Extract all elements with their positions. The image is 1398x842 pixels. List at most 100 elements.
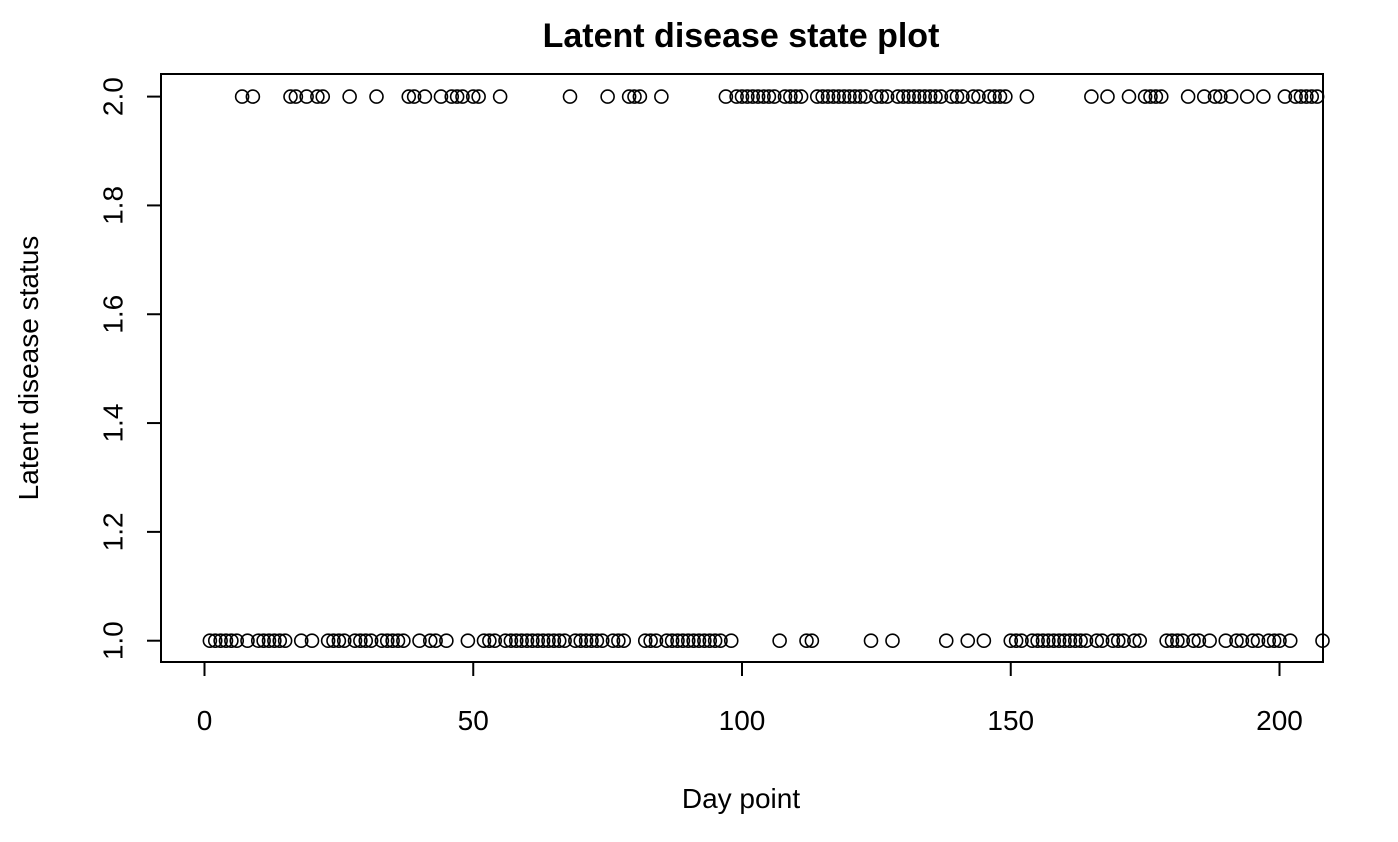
scatter-point (621, 89, 637, 104)
scatter-point (890, 89, 906, 104)
scatter-point (611, 633, 626, 649)
scatter-point (250, 633, 266, 649)
scatter-point (1019, 89, 1035, 104)
scatter-point (385, 633, 400, 649)
scatter-point (267, 633, 282, 649)
scatter-point (455, 89, 470, 104)
scatter-point (379, 633, 395, 649)
scatter-point (1148, 89, 1164, 104)
scatter-point (637, 633, 653, 649)
scatter-point (525, 633, 540, 649)
scatter-point (632, 89, 648, 104)
scatter-point (471, 89, 486, 104)
scatter-point (702, 633, 718, 649)
scatter-point (664, 633, 680, 649)
scatter-point (675, 633, 691, 649)
scatter-point (428, 633, 443, 649)
scatter-point (1299, 89, 1314, 104)
scatter-point (697, 633, 712, 649)
scatter-point (202, 633, 218, 649)
scatter-point (514, 633, 529, 649)
scatter-point (1041, 633, 1056, 649)
scatter-point (331, 633, 347, 649)
scatter-point (912, 89, 927, 104)
y-axis-ticks: 1.0 1.2 1.4 1.6 1.8 2.0 (97, 77, 161, 660)
scatter-point (498, 633, 513, 649)
scatter-point (1035, 633, 1051, 649)
scatter-point (723, 633, 739, 649)
scatter-point (1153, 89, 1169, 104)
scatter-point (551, 633, 567, 649)
scatter-point (1245, 633, 1260, 649)
scatter-point (987, 89, 1002, 104)
scatter-point (589, 633, 605, 649)
scatter-point (342, 89, 357, 104)
scatter-point (1261, 633, 1277, 649)
scatter-point (412, 633, 427, 649)
x-axis-tick-label: 100 (719, 705, 766, 736)
scatter-point (272, 633, 288, 649)
scatter-point (240, 633, 255, 649)
scatter-point (1164, 633, 1180, 649)
scatter-point (788, 89, 804, 104)
scatter-point (1272, 633, 1287, 649)
scatter-point (1003, 633, 1019, 649)
x-axis-tick-label: 50 (458, 705, 489, 736)
scatter-point (234, 89, 250, 104)
scatter-point (670, 633, 685, 649)
scatter-point (600, 89, 615, 104)
scatter-point (1137, 89, 1153, 104)
scatter-point (998, 89, 1013, 104)
scatter-point (417, 89, 433, 104)
x-axis-label: Day point (682, 783, 801, 814)
scatter-point (320, 633, 336, 649)
x-axis-tick-label: 0 (197, 705, 213, 736)
scatter-point (713, 633, 728, 649)
scatter-point (1293, 89, 1309, 104)
scatter-point (315, 89, 331, 104)
scatter-point (1121, 89, 1137, 104)
scatter-point (960, 633, 976, 649)
scatter-point (584, 633, 599, 649)
scatter-point (358, 633, 374, 649)
chart-title: Latent disease state plot (543, 17, 940, 55)
scatter-point (756, 89, 771, 104)
plot-frame (160, 73, 1324, 663)
scatter-point (1288, 89, 1303, 104)
scatter-point (1046, 633, 1062, 649)
scatter-point (847, 89, 863, 104)
scatter-point (917, 89, 933, 104)
scatter-point (793, 89, 809, 104)
scatter-point (933, 89, 949, 104)
scatter-point (1266, 633, 1282, 649)
scatter-point (508, 633, 524, 649)
scatter-point (686, 633, 701, 649)
scatter-point (374, 633, 390, 649)
scatter-point (1170, 633, 1185, 649)
scatter-points (202, 89, 1330, 649)
scatter-point (901, 89, 916, 104)
scatter-point (745, 89, 761, 104)
scatter-point (1229, 633, 1244, 649)
scatter-point (691, 633, 707, 649)
scatter-point (465, 89, 481, 104)
scatter-point (772, 633, 787, 649)
scatter-point (256, 633, 271, 649)
scatter-point (299, 89, 314, 104)
scatter-point (1084, 89, 1099, 104)
scatter-point (304, 633, 320, 649)
x-axis-tick-label: 150 (987, 705, 1034, 736)
scatter-point (1196, 89, 1212, 104)
scatter-point (433, 89, 449, 104)
scatter-point (562, 89, 578, 104)
scatter-point (766, 89, 782, 104)
scatter-point (546, 633, 562, 649)
scatter-point (1202, 633, 1217, 649)
scatter-point (568, 633, 583, 649)
scatter-point (895, 89, 911, 104)
scatter-point (460, 633, 476, 649)
scatter-point (992, 89, 1008, 104)
scatter-point (659, 633, 675, 649)
scatter-point (707, 633, 723, 649)
scatter-point (1159, 633, 1174, 649)
